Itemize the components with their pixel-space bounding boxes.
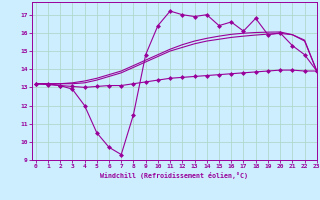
X-axis label: Windchill (Refroidissement éolien,°C): Windchill (Refroidissement éolien,°C) (100, 172, 248, 179)
